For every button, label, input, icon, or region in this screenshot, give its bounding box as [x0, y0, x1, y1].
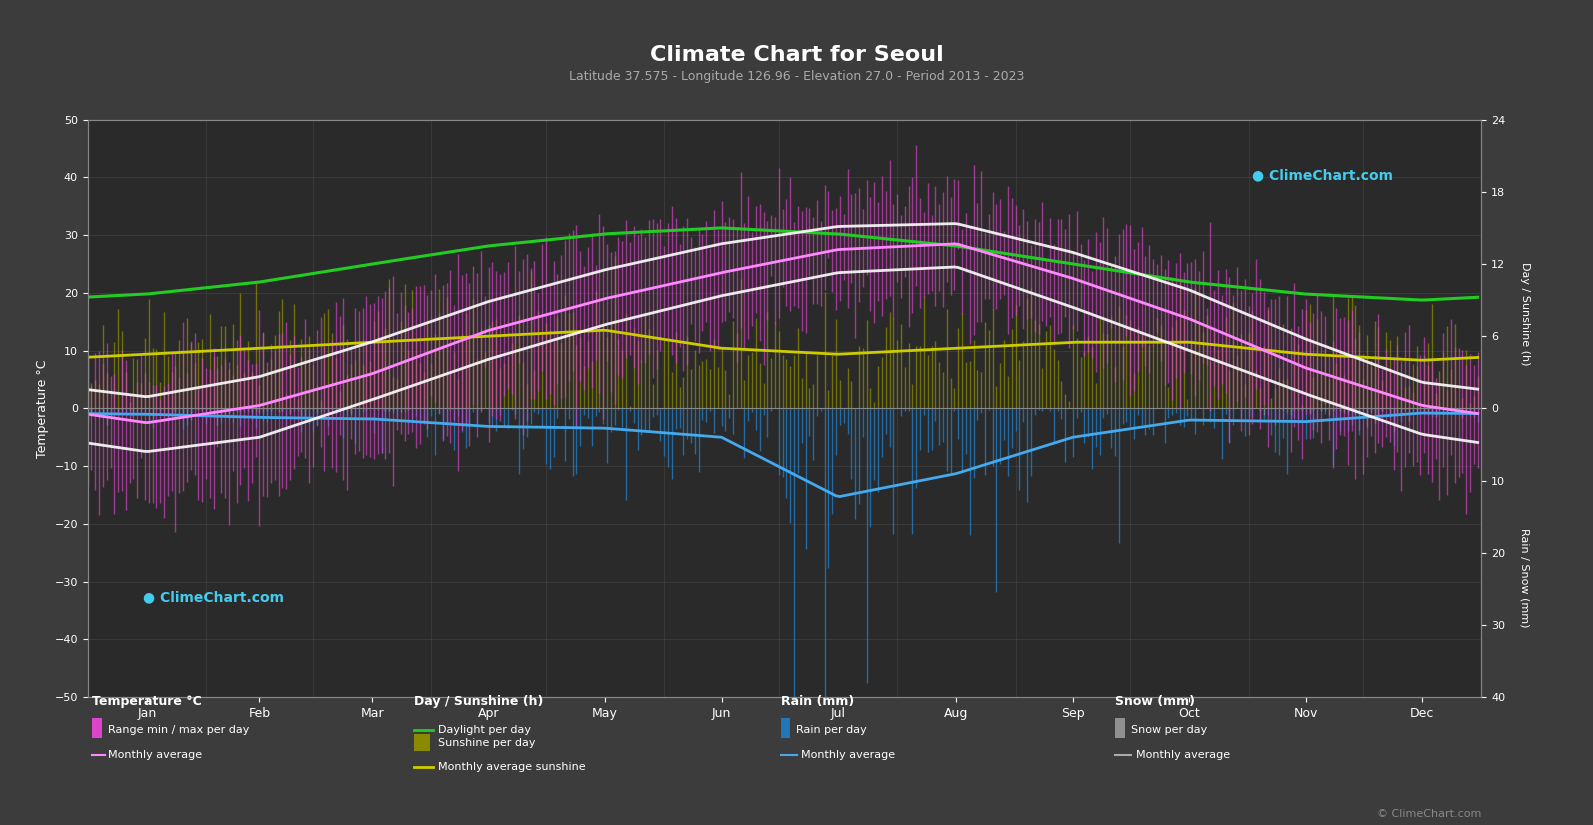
- Text: Day / Sunshine (h): Day / Sunshine (h): [414, 695, 543, 709]
- Text: Day / Sunshine (h): Day / Sunshine (h): [1520, 262, 1529, 365]
- Text: Rain / Snow (mm): Rain / Snow (mm): [1520, 528, 1529, 627]
- Text: Latitude 37.575 - Longitude 126.96 - Elevation 27.0 - Period 2013 - 2023: Latitude 37.575 - Longitude 126.96 - Ele…: [569, 70, 1024, 83]
- Text: Snow (mm): Snow (mm): [1115, 695, 1195, 709]
- Text: Daylight per day: Daylight per day: [438, 725, 530, 735]
- Text: Monthly average sunshine: Monthly average sunshine: [438, 762, 586, 772]
- Text: Range min / max per day: Range min / max per day: [108, 725, 250, 735]
- Text: Snow per day: Snow per day: [1131, 725, 1207, 735]
- Text: Monthly average: Monthly average: [108, 750, 202, 760]
- Text: Temperature °C: Temperature °C: [92, 695, 202, 709]
- Text: Rain (mm): Rain (mm): [781, 695, 854, 709]
- Text: Sunshine per day: Sunshine per day: [438, 738, 535, 747]
- Y-axis label: Temperature °C: Temperature °C: [35, 359, 49, 458]
- Text: Rain per day: Rain per day: [796, 725, 867, 735]
- Text: Monthly average: Monthly average: [801, 750, 895, 760]
- Text: Climate Chart for Seoul: Climate Chart for Seoul: [650, 45, 943, 65]
- Text: ● ClimeChart.com: ● ClimeChart.com: [143, 591, 285, 605]
- Text: Monthly average: Monthly average: [1136, 750, 1230, 760]
- Text: ● ClimeChart.com: ● ClimeChart.com: [1252, 169, 1392, 182]
- Text: © ClimeChart.com: © ClimeChart.com: [1376, 808, 1481, 818]
